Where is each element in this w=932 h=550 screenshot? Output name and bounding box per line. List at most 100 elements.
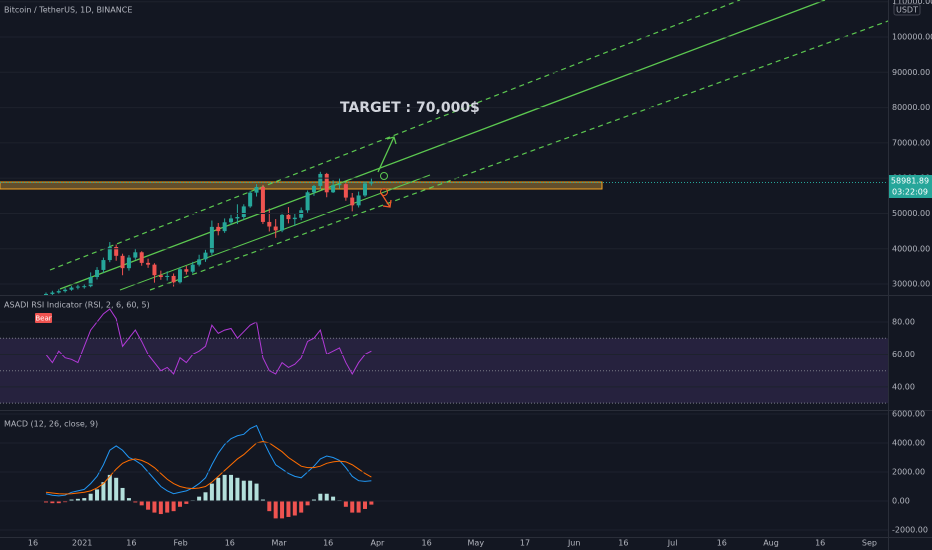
candle-body bbox=[363, 183, 367, 196]
histogram-bar bbox=[165, 500, 170, 513]
candle-body bbox=[75, 286, 80, 288]
annotations: TARGET : 70,000$ bbox=[340, 100, 480, 208]
y-tick-label: 6000.00 bbox=[892, 410, 925, 419]
drawings bbox=[0, 0, 888, 291]
grid bbox=[0, 1, 888, 531]
rsi-pane bbox=[0, 308, 888, 404]
candle-body bbox=[267, 221, 272, 227]
candle-body bbox=[235, 216, 240, 219]
candle-body bbox=[318, 173, 323, 186]
x-tick-label: 17 bbox=[520, 539, 530, 548]
arrow-head bbox=[382, 199, 392, 208]
candle-body bbox=[229, 218, 234, 223]
y-tick-label: 110000.00 bbox=[892, 0, 932, 6]
candle-body bbox=[44, 293, 48, 295]
x-tick-label: Jun bbox=[567, 539, 581, 548]
histogram-bar bbox=[331, 496, 336, 501]
candle-body bbox=[120, 255, 125, 269]
resistance-zone bbox=[0, 181, 603, 190]
candle-body bbox=[184, 269, 189, 272]
candle-body bbox=[369, 181, 374, 184]
candle-body bbox=[216, 226, 221, 232]
y-tick-label: 0.00 bbox=[892, 496, 910, 505]
histogram-bar bbox=[273, 500, 278, 519]
x-tick-label: Feb bbox=[174, 539, 188, 548]
histogram-bar bbox=[248, 480, 253, 501]
x-tick-label: May bbox=[468, 539, 485, 548]
candle-body bbox=[95, 269, 100, 277]
rsi-title: ASADI RSI Indicator (RSI, 2, 6, 60, 5) bbox=[4, 301, 150, 310]
x-tick-label: 16 bbox=[126, 539, 136, 548]
check-icon bbox=[380, 172, 388, 180]
histogram-bar bbox=[235, 477, 240, 501]
histogram-bar bbox=[75, 498, 80, 501]
x-tick-label: Aug bbox=[763, 539, 779, 548]
series-line bbox=[45, 424, 372, 497]
candle-body bbox=[190, 264, 195, 272]
histogram-bar bbox=[133, 500, 138, 503]
candle-body bbox=[171, 275, 176, 283]
candle-body bbox=[197, 259, 202, 265]
histogram-bar bbox=[114, 477, 119, 501]
histogram-bar bbox=[260, 499, 265, 501]
histogram-bar bbox=[229, 474, 234, 501]
histogram-bar bbox=[369, 500, 374, 505]
candle-body bbox=[69, 287, 74, 290]
histogram-bar bbox=[254, 483, 259, 501]
arrow-head bbox=[386, 136, 397, 145]
y-tick-label: 90000.00 bbox=[892, 68, 930, 77]
y-tick-label: 40000.00 bbox=[892, 244, 930, 253]
histogram-bar bbox=[95, 489, 100, 501]
x-tick-label: Apr bbox=[370, 539, 385, 548]
channel-lower bbox=[149, 20, 888, 291]
histogram-bar bbox=[139, 500, 144, 506]
bear-badge bbox=[35, 313, 52, 323]
channel-upper bbox=[49, 0, 741, 271]
histogram-bar bbox=[107, 474, 112, 501]
histogram-bar bbox=[56, 500, 61, 504]
y-tick-label: 70000.00 bbox=[892, 138, 930, 147]
candle-body bbox=[305, 192, 310, 211]
candle-body bbox=[139, 252, 144, 263]
histogram-bar bbox=[241, 480, 246, 501]
candle-body bbox=[260, 186, 265, 222]
candle-body bbox=[273, 226, 278, 231]
candle-body bbox=[299, 210, 304, 218]
histogram-bar bbox=[311, 499, 316, 501]
histogram-bar bbox=[209, 483, 214, 501]
x-tick-label: 16 bbox=[28, 539, 38, 548]
histogram-bar bbox=[356, 500, 361, 513]
x-tick-label: 2021 bbox=[72, 539, 92, 548]
histogram-bar bbox=[363, 500, 367, 509]
candle-body bbox=[356, 195, 361, 206]
x-tick-label: 16 bbox=[717, 539, 727, 548]
histogram-bar bbox=[318, 493, 323, 501]
candle-body bbox=[324, 173, 329, 193]
x-tick-label: 16 bbox=[225, 539, 235, 548]
histogram-bar bbox=[222, 474, 227, 501]
histogram-bar bbox=[158, 500, 163, 515]
candle-body bbox=[126, 257, 131, 269]
series-line bbox=[45, 441, 372, 495]
candle-body bbox=[114, 246, 119, 256]
arrow-up bbox=[377, 136, 395, 173]
x-tick-label: 16 bbox=[815, 539, 825, 548]
histogram-bar bbox=[63, 500, 68, 503]
histogram-bar bbox=[280, 500, 285, 519]
x-tick-label: 16 bbox=[422, 539, 432, 548]
candle-body bbox=[165, 275, 170, 277]
currency: USDT bbox=[896, 6, 918, 15]
candle-body bbox=[209, 226, 214, 253]
x-tick-label: 16 bbox=[618, 539, 628, 548]
cross-icon bbox=[380, 188, 388, 196]
y-tick-label: 50000.00 bbox=[892, 209, 930, 218]
x-tick-label: Mar bbox=[271, 539, 287, 548]
x-tick-label: Jul bbox=[667, 539, 678, 548]
candle-body bbox=[101, 260, 106, 270]
x-tick-label: 16 bbox=[323, 539, 333, 548]
candle-body bbox=[350, 197, 355, 206]
histogram-bar bbox=[299, 500, 304, 513]
bear-label: Bear bbox=[35, 315, 51, 323]
histogram-bar bbox=[184, 500, 189, 504]
